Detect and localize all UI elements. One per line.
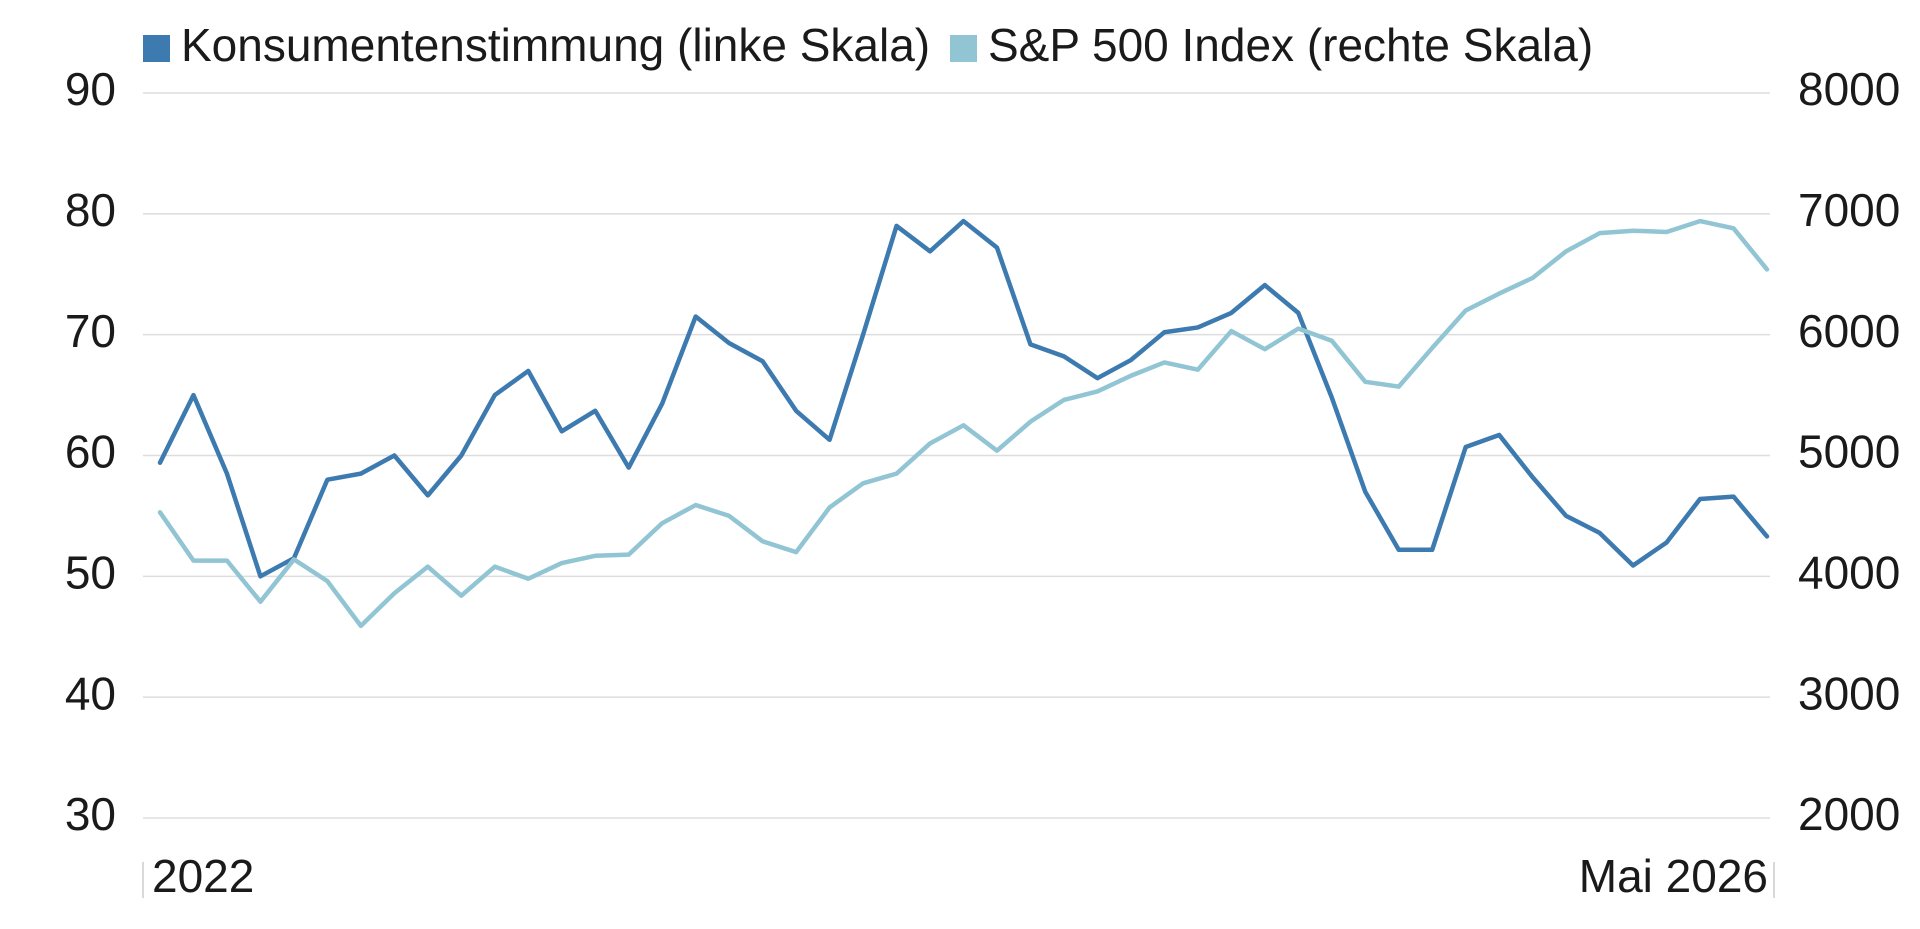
y2-tick-label: 3000 (1798, 667, 1900, 719)
y-tick-label: 90 (65, 63, 116, 115)
legend-label: S&P 500 Index (rechte Skala) (988, 19, 1593, 71)
y2-tick-label: 7000 (1798, 184, 1900, 236)
y-tick-label: 50 (65, 546, 116, 598)
y2-tick-label: 2000 (1798, 788, 1900, 840)
y-tick-label: 40 (65, 667, 116, 719)
legend-label: Konsumentenstimmung (linke Skala) (181, 19, 930, 71)
x-tick-label: 2022 (152, 850, 254, 902)
y-tick-label: 30 (65, 788, 116, 840)
legend-swatch (950, 35, 977, 62)
legend-swatch (143, 35, 170, 62)
y-tick-label: 70 (65, 305, 116, 357)
y-tick-label: 60 (65, 426, 116, 478)
y2-tick-label: 4000 (1798, 546, 1900, 598)
y2-tick-label: 8000 (1798, 63, 1900, 115)
y2-tick-label: 5000 (1798, 426, 1900, 478)
y2-tick-label: 6000 (1798, 305, 1900, 357)
x-tick-label: Mai 2026 (1579, 850, 1768, 902)
series-line (157, 218, 1770, 629)
series-line (157, 218, 1770, 579)
y-tick-label: 80 (65, 184, 116, 236)
